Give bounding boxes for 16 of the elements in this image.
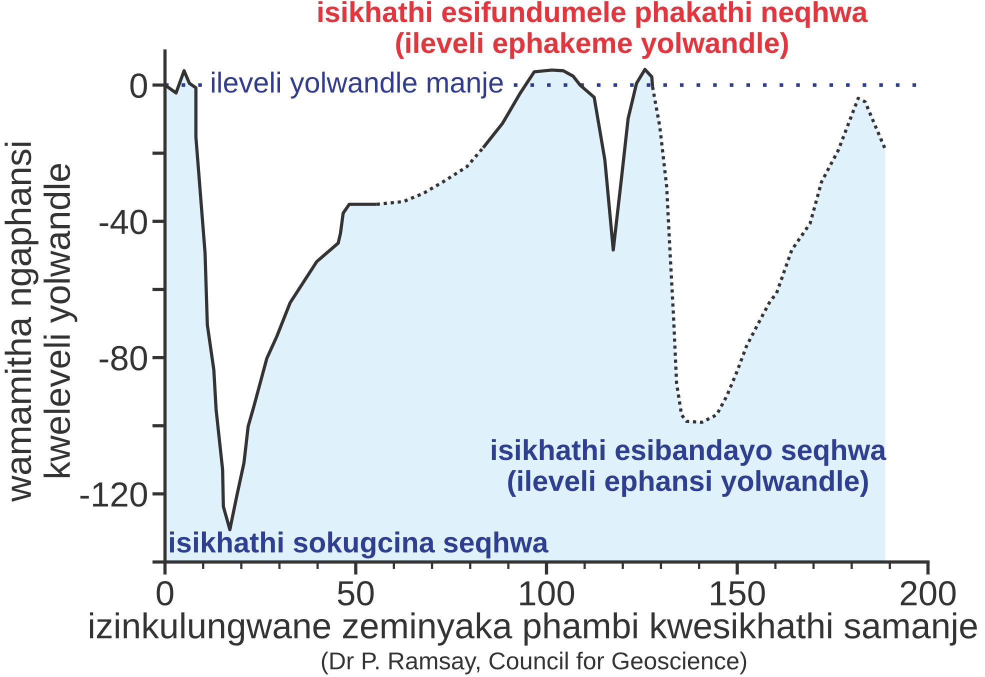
y-tick-label: -120 (80, 482, 147, 507)
annotation: isikhathi sokugcina seqhwa (170, 532, 548, 558)
y-axis-title: wamamitha ngaphansi kweleveli yolwandle (4, 142, 78, 502)
text: (Dr P. Ramsay, Council for Geoscience) (322, 652, 746, 674)
y-tick-label: -80 (100, 346, 147, 371)
ref-line-label: ileveli yolwandle manje (212, 72, 503, 98)
x-tick-label: 200 (900, 580, 956, 606)
x-tick-label: 0 (156, 580, 174, 606)
y-tick-label: -40 (100, 210, 147, 234)
x-tick-label: 100 (520, 580, 574, 606)
x-axis-title: izinkulungwane zeminyaka phambi kwesikhathi samanje (90, 612, 977, 646)
x-tick-label: 50 (338, 580, 374, 606)
annotation: isikhathi esifundumele phakathi neqhwa (ileveli ephakeme yolwandle) (318, 1, 868, 59)
x-tick-label: 150 (710, 580, 765, 606)
y-tick-label: 0 (130, 73, 147, 98)
annotation: isikhathi esibandayo seqhwa (ileveli ephansi yolwandle) (492, 439, 886, 497)
